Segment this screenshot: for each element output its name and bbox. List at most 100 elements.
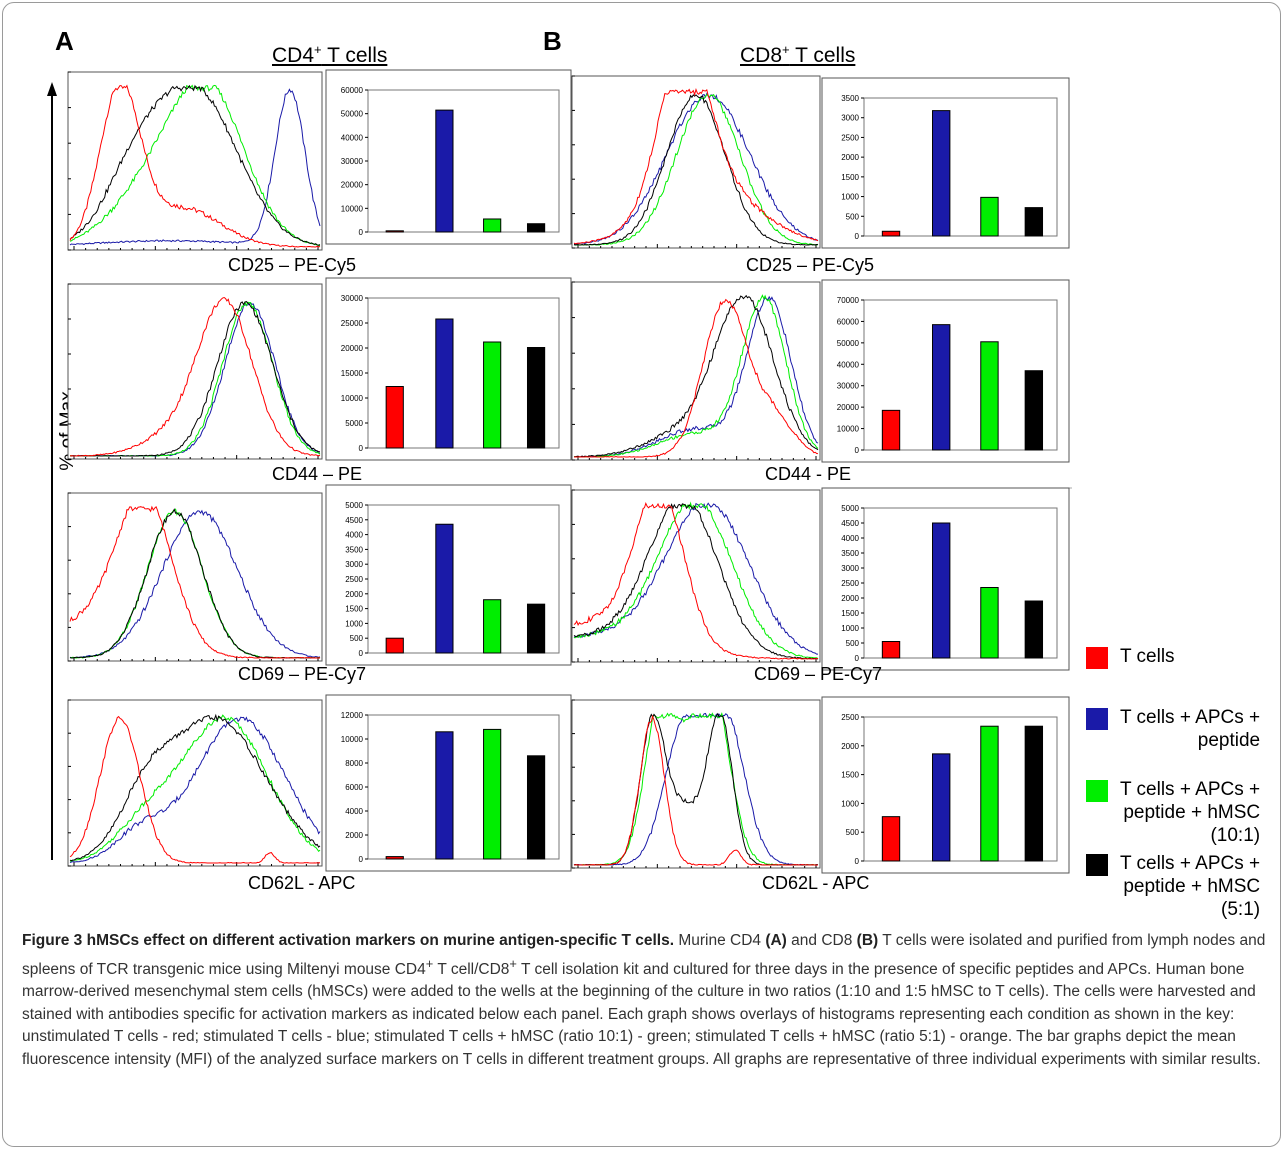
y-tick-label: 1000 xyxy=(841,193,859,202)
histogram-frame xyxy=(571,75,821,249)
y-tick-label: 10000 xyxy=(341,204,364,213)
bar xyxy=(385,637,404,654)
y-tick-label: 2000 xyxy=(345,590,363,599)
y-tick-label: 2000 xyxy=(841,594,859,603)
y-tick-label: 50000 xyxy=(341,110,364,119)
bar xyxy=(1024,207,1044,237)
y-tick-label: 5000 xyxy=(345,501,363,510)
y-tick-label: 500 xyxy=(846,828,860,837)
y-tick-label: 0 xyxy=(359,649,364,658)
marker-label: CD25 – PE-Cy5 xyxy=(746,255,875,275)
bar xyxy=(1024,600,1044,659)
histogram-curve xyxy=(573,502,818,655)
figure-caption: Figure 3 hMSCs effect on different activ… xyxy=(22,930,1270,1071)
y-tick-label: 0 xyxy=(855,232,860,241)
histogram-frame xyxy=(571,699,821,869)
bar xyxy=(932,522,951,659)
histogram-5 xyxy=(571,281,821,461)
marker-label: CD44 - PE xyxy=(765,464,852,484)
marker-label: CD69 – PE-Cy7 xyxy=(238,664,367,684)
bar xyxy=(526,755,546,860)
y-tick-label: 15000 xyxy=(341,369,364,378)
bar xyxy=(980,341,999,451)
marker-label: CD62L - APC xyxy=(248,873,356,893)
y-tick-label: 1500 xyxy=(841,173,859,182)
bar-chart-b-4: 0 500 1000 1500 2000 2500 3000 3500 xyxy=(821,77,1070,249)
y-tick-label: 20000 xyxy=(341,344,364,353)
legend-label: T cells xyxy=(1120,646,1175,667)
histogram-curve xyxy=(69,296,321,457)
y-tick-label: 0 xyxy=(855,857,860,866)
bar xyxy=(881,641,901,659)
bar xyxy=(435,731,454,860)
y-axis-arrowhead xyxy=(47,82,57,96)
legend-label: T cells + APCs + peptide + hMSC (5:1) xyxy=(1120,853,1261,920)
y-tick-label: 4500 xyxy=(345,516,363,525)
histogram-curve xyxy=(69,84,321,248)
bar-chart-b-5: 0 10000 20000 30000 40000 50000 60000 70000 xyxy=(821,279,1070,463)
y-tick-label: 0 xyxy=(359,228,364,237)
bar xyxy=(1024,725,1044,862)
histogram-frame xyxy=(67,283,323,460)
y-tick-label: 2500 xyxy=(841,579,859,588)
plot-area xyxy=(863,97,1058,237)
caption-sup: + xyxy=(425,955,434,971)
y-tick-label: 0 xyxy=(359,855,364,864)
histogram-frame xyxy=(67,71,323,251)
y-tick-label: 1500 xyxy=(345,605,363,614)
y-tick-label: 12000 xyxy=(341,711,364,720)
bar xyxy=(435,318,454,449)
histogram-curve xyxy=(574,92,819,245)
bar xyxy=(435,523,454,654)
y-tick-label: 3500 xyxy=(841,549,859,558)
bar xyxy=(385,856,404,860)
bar xyxy=(932,110,951,237)
y-tick-label: 3000 xyxy=(345,560,363,569)
histogram-2 xyxy=(67,492,323,662)
y-tick-label: 4000 xyxy=(841,534,859,543)
y-tick-label: 2000 xyxy=(345,831,363,840)
panel-label-a: A xyxy=(55,26,74,56)
y-tick-label: 5000 xyxy=(841,504,859,513)
bar-chart-a-3: 0 2000 4000 6000 8000 10000 12000 xyxy=(325,694,572,872)
y-tick-label: 500 xyxy=(846,212,860,221)
y-tick-label: 500 xyxy=(846,639,860,648)
histogram-curve xyxy=(573,294,819,458)
y-tick-label: 2500 xyxy=(841,713,859,722)
legend-swatch xyxy=(1086,780,1108,802)
y-tick-label: 1000 xyxy=(345,619,363,628)
y-tick-label: 3500 xyxy=(345,545,363,554)
bar xyxy=(881,816,901,862)
histogram-frame xyxy=(571,489,821,663)
y-tick-label: 0 xyxy=(855,654,860,663)
y-tick-label: 3000 xyxy=(841,564,859,573)
bar xyxy=(932,324,951,451)
marker-label: CD69 – PE-Cy7 xyxy=(754,664,883,684)
bar xyxy=(483,341,502,449)
column-title-cd8: CD8+ T cells xyxy=(740,42,856,67)
y-tick-label: 1500 xyxy=(841,609,859,618)
histogram-curve xyxy=(573,93,819,246)
bar xyxy=(980,196,999,237)
y-tick-label: 4500 xyxy=(841,519,859,528)
y-tick-label: 2000 xyxy=(841,153,859,162)
y-tick-label: 20000 xyxy=(837,403,860,412)
legend-item: T cells + APCs + peptide xyxy=(1086,706,1260,752)
y-tick-label: 8000 xyxy=(345,759,363,768)
legend-label: T cells + APCs + peptide + hMSC (10:1) xyxy=(1120,779,1261,846)
caption-text: T cells were isolated and purified from … xyxy=(22,932,1266,978)
bar xyxy=(1024,370,1044,451)
bar xyxy=(435,109,454,233)
legend-swatch xyxy=(1086,647,1108,669)
marker-label: CD44 – PE xyxy=(272,464,363,484)
bar xyxy=(980,725,999,862)
plot-area xyxy=(863,716,1058,862)
y-tick-label: 2000 xyxy=(841,742,859,751)
y-tick-label: 40000 xyxy=(341,133,364,142)
y-tick-label: 6000 xyxy=(345,783,363,792)
histogram-frame xyxy=(67,699,323,867)
histogram-curve xyxy=(69,715,321,864)
histogram-curve xyxy=(69,713,321,862)
y-tick-label: 10000 xyxy=(341,394,364,403)
bar-chart-b-7: 0 500 1000 1500 2000 2500 xyxy=(821,696,1070,874)
